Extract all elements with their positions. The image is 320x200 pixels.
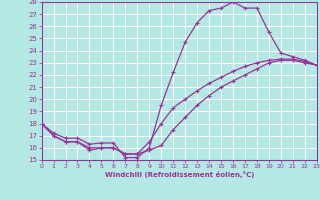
- X-axis label: Windchill (Refroidissement éolien,°C): Windchill (Refroidissement éolien,°C): [105, 171, 254, 178]
